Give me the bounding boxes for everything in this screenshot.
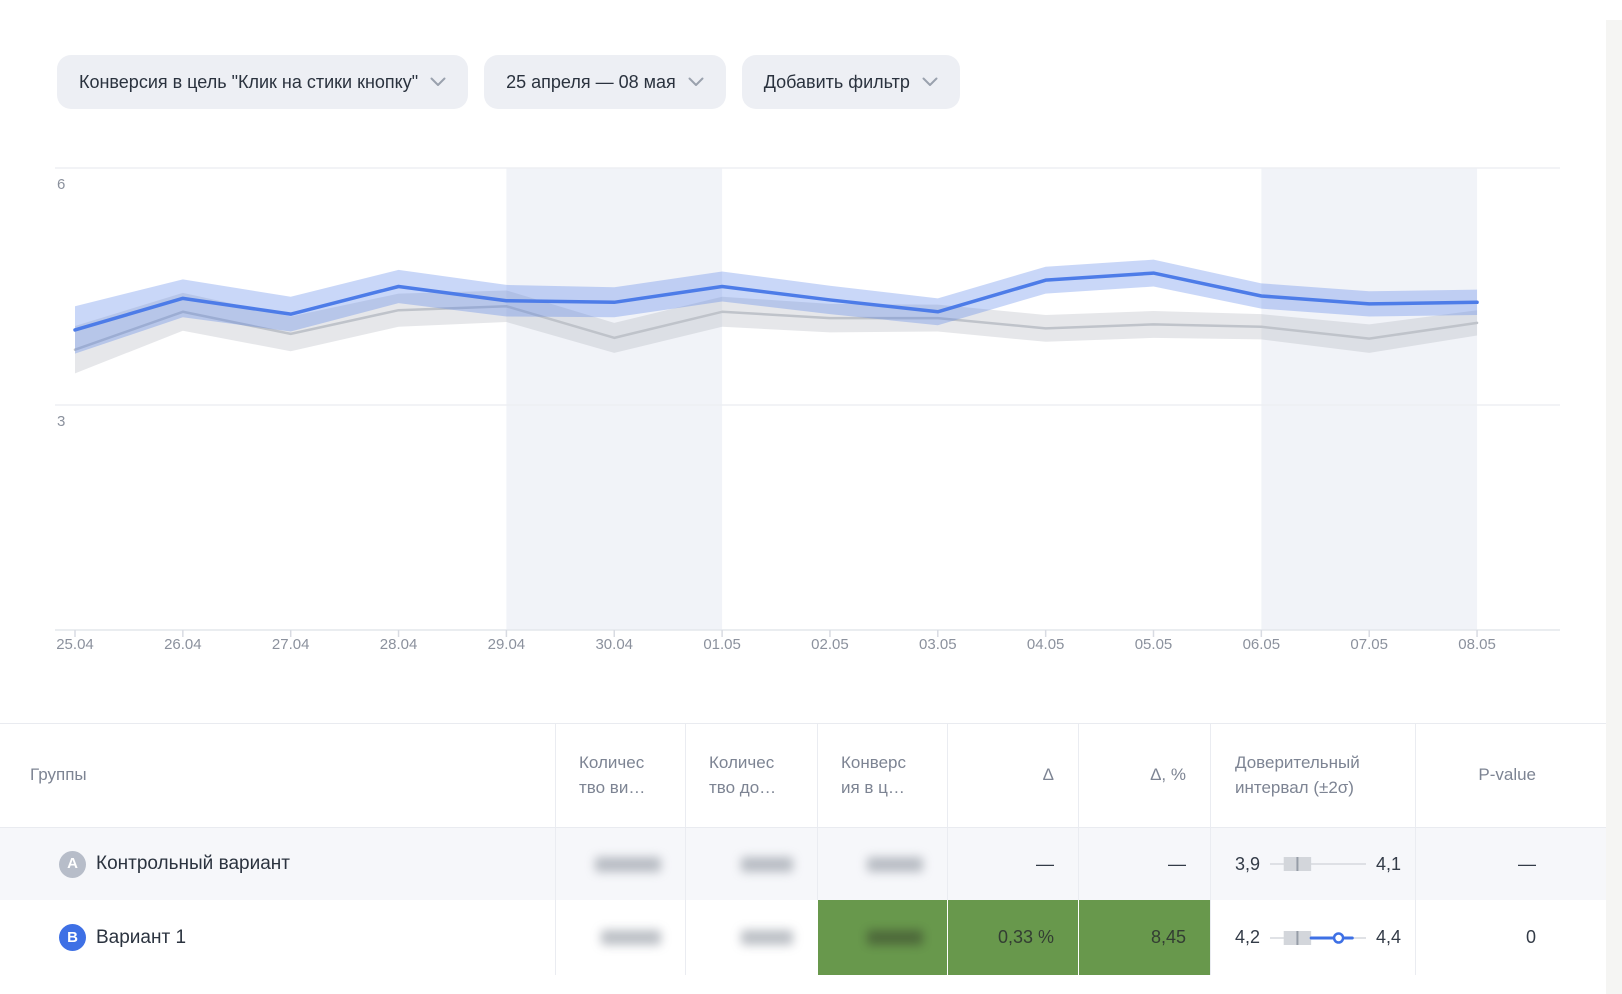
x-axis-label: 01.05: [703, 636, 741, 653]
filter-bar: Конверсия в цель "Клик на стики кнопку" …: [57, 55, 960, 109]
x-axis-label: 26.04: [164, 636, 202, 653]
variant-b-name: Вариант 1: [96, 926, 187, 948]
chevron-down-icon: [688, 77, 704, 87]
chevron-down-icon: [922, 77, 938, 87]
masked-rate-value: [867, 930, 923, 945]
confidence-interval-viz: [1270, 857, 1367, 871]
x-axis-label: 04.05: [1026, 636, 1065, 653]
masked-visits-value: [595, 856, 661, 872]
x-axis-label: 08.05: [1458, 636, 1496, 653]
x-axis-label: 29.04: [487, 636, 526, 653]
x-axis-label: 25.04: [56, 636, 94, 653]
masked-visits-value: [601, 930, 661, 945]
date-range-label: 25 апреля — 08 мая: [506, 71, 676, 92]
y-axis-label: 3: [57, 413, 66, 430]
col-conversions: Количес тво до…: [685, 724, 817, 827]
date-range-selector[interactable]: 25 апреля — 08 мая: [484, 55, 726, 109]
table-header-row: Группы Количес тво ви… Количес тво до… К…: [0, 723, 1622, 828]
x-axis-label: 27.04: [271, 636, 310, 653]
variant-a-badge: A: [59, 850, 86, 878]
results-table: Группы Количес тво ви… Количес тво до… К…: [0, 723, 1622, 975]
chevron-down-icon: [430, 77, 446, 87]
col-groups: Группы: [30, 765, 87, 785]
col-p-value: P-value: [1415, 724, 1622, 827]
goal-selector[interactable]: Конверсия в цель "Клик на стики кнопку": [57, 55, 469, 109]
chart-canvas: [55, 167, 1560, 637]
confidence-interval-cell: 4,2 4,4: [1210, 900, 1415, 975]
masked-rate-value: [867, 856, 923, 872]
delta-pct-value: —: [1078, 828, 1210, 900]
col-visits: Количес тво ви…: [555, 724, 685, 827]
col-delta: Δ: [947, 724, 1078, 827]
col-conversion-rate: Конверс ия в ц…: [817, 724, 947, 827]
variant-b-badge: B: [59, 924, 86, 951]
confidence-interval-viz: [1270, 930, 1367, 945]
confidence-interval-cell: 3,9 4,1: [1210, 828, 1415, 900]
table-row-control[interactable]: A Контрольный вариант — — 3,9 4,1 —: [0, 828, 1622, 900]
p-value: 0: [1415, 900, 1622, 975]
x-axis-label: 03.05: [919, 636, 957, 653]
ci-high-label: 4,4: [1376, 927, 1402, 948]
delta-value: 0,33 %: [947, 900, 1078, 975]
delta-pct-value: 8,45: [1078, 900, 1210, 975]
add-filter-button[interactable]: Добавить фильтр: [741, 55, 960, 109]
x-axis-label: 28.04: [379, 636, 418, 653]
goal-selector-label: Конверсия в цель "Клик на стики кнопку": [79, 71, 419, 92]
x-axis-label: 30.04: [595, 636, 634, 653]
masked-conversions-value: [741, 930, 793, 945]
x-axis-label: 06.05: [1242, 636, 1281, 653]
delta-value: —: [947, 828, 1078, 900]
x-axis-label: 07.05: [1350, 636, 1388, 653]
variant-a-name: Контрольный вариант: [96, 853, 290, 875]
y-axis-label: 6: [57, 176, 66, 193]
table-row-variant-1[interactable]: B Вариант 1 0,33 % 8,45 4,2 4,4 0: [0, 900, 1622, 975]
ci-low-label: 4,2: [1235, 927, 1261, 948]
x-axis-label: 05.05: [1134, 636, 1173, 653]
p-value: —: [1415, 828, 1622, 900]
ci-high-label: 4,1: [1376, 853, 1402, 874]
col-confidence-interval: Доверительный интервал (±2σ): [1210, 724, 1415, 827]
col-delta-pct: Δ, %: [1078, 724, 1210, 827]
scrollbar-track[interactable]: [1606, 20, 1622, 994]
ci-low-label: 3,9: [1235, 853, 1261, 874]
conversion-chart: 6 3 25.04 26.04 27.04 28.04 29.04 30.04 01.05 02…: [0, 140, 1622, 696]
masked-conversions-value: [741, 856, 793, 872]
add-filter-label: Добавить фильтр: [763, 71, 910, 92]
x-axis-label: 02.05: [811, 636, 849, 653]
